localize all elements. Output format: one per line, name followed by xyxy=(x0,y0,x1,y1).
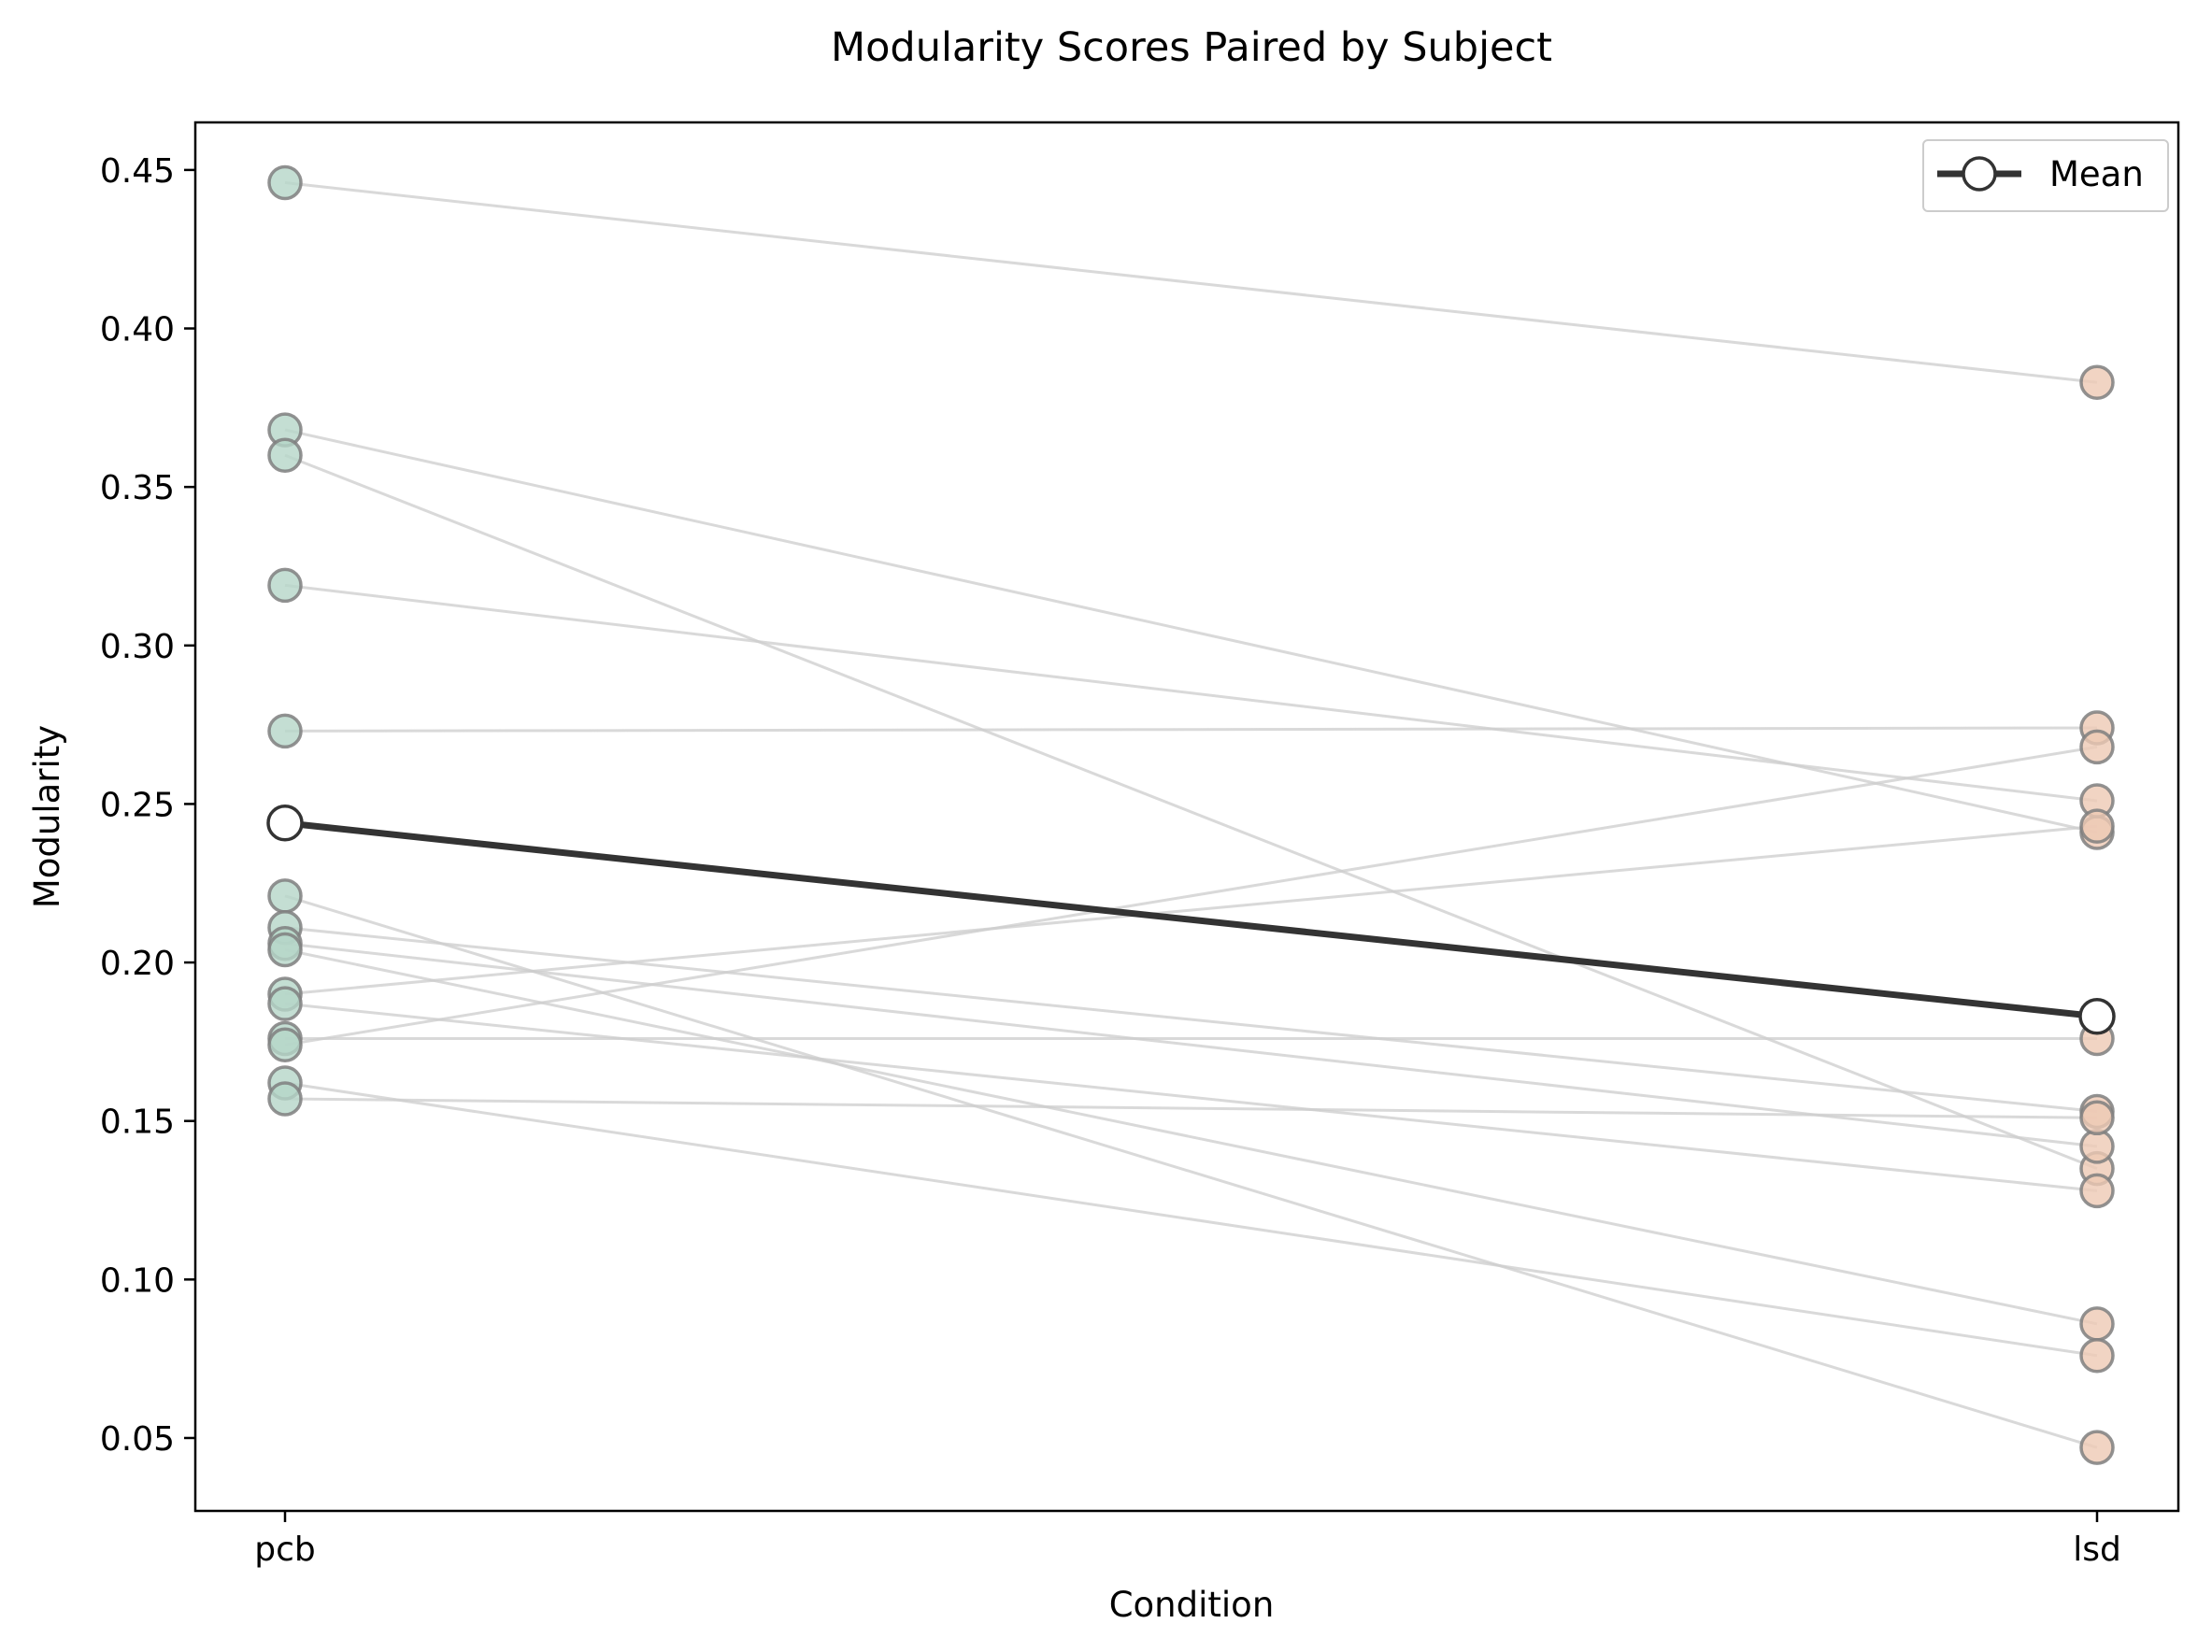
subject-line-6 xyxy=(284,894,2098,1449)
y-axis: 0.05 0.10 0.15 0.20 0.25 0.30 0.35 0.40 0.45 xyxy=(100,152,195,1459)
subject-line-5 xyxy=(284,726,2098,733)
subject-line-14 xyxy=(284,1081,2098,1358)
legend-mean-label: Mean xyxy=(2049,154,2144,194)
paired-subject-lines xyxy=(284,180,2098,1449)
mean-marker-lsd xyxy=(2078,997,2116,1035)
lsd-point-13 xyxy=(2079,729,2115,765)
y-tick-label-0: 0.05 xyxy=(100,1420,175,1459)
lsd-point-1 xyxy=(2079,364,2115,400)
subject-line-4 xyxy=(284,583,2098,803)
pcb-point-15 xyxy=(267,1081,303,1117)
y-tick-label-5: 0.30 xyxy=(100,628,175,666)
pcb-point-11 xyxy=(267,986,303,1021)
subject-line-9 xyxy=(284,948,2098,1326)
y-tick-label-7: 0.40 xyxy=(100,311,175,349)
y-tick-label-3: 0.20 xyxy=(100,945,175,983)
mean-marker-pcb xyxy=(266,805,304,842)
x-axis-title: Condition xyxy=(1109,1585,1275,1625)
pcb-point-1 xyxy=(267,164,303,201)
y-tick-label-2: 0.15 xyxy=(100,1104,175,1142)
y-tick-label-8: 0.45 xyxy=(100,152,175,191)
subject-line-8 xyxy=(284,942,2098,1148)
subject-line-15 xyxy=(284,1097,2098,1119)
x-tick-label-pcb: pcb xyxy=(254,1531,316,1569)
x-tick-label-lsd: lsd xyxy=(2073,1531,2121,1569)
pcb-point-9 xyxy=(267,932,303,968)
subject-line-1 xyxy=(284,180,2098,384)
legend: Mean xyxy=(1922,139,2169,212)
lsd-point-11 xyxy=(2079,1173,2115,1209)
chart-title: Modularity Scores Paired by Subject xyxy=(831,24,1552,71)
plot-frame xyxy=(193,121,2180,1513)
y-tick-label-4: 0.25 xyxy=(100,786,175,824)
x-axis: pcb lsd xyxy=(254,1511,2121,1569)
lsd-point-15 xyxy=(2079,1100,2115,1136)
y-axis-title: Modularity xyxy=(27,725,67,908)
lsd-point-9 xyxy=(2079,1306,2115,1342)
subject-line-10 xyxy=(284,824,2098,996)
y-tick-label-6: 0.35 xyxy=(100,469,175,507)
lsd-point-14 xyxy=(2079,1338,2115,1374)
subject-line-11 xyxy=(284,1002,2098,1192)
pcb-point-5 xyxy=(267,713,303,749)
y-tick-label-1: 0.10 xyxy=(100,1261,175,1300)
subject-line-13 xyxy=(284,745,2098,1047)
pcb-point-4 xyxy=(267,567,303,604)
legend-mean-marker xyxy=(1962,156,1997,192)
pcb-point-3 xyxy=(267,437,303,473)
pcb-point-6 xyxy=(267,878,303,914)
lsd-point-10 xyxy=(2079,808,2115,844)
mean-series xyxy=(266,805,2116,1035)
subject-line-2 xyxy=(284,428,2098,834)
mean-line xyxy=(281,819,2101,1020)
lsd-point-6 xyxy=(2079,1430,2115,1465)
subject-line-7 xyxy=(284,926,2098,1114)
pcb-point-13 xyxy=(267,1027,303,1063)
subject-line-3 xyxy=(284,453,2098,1170)
